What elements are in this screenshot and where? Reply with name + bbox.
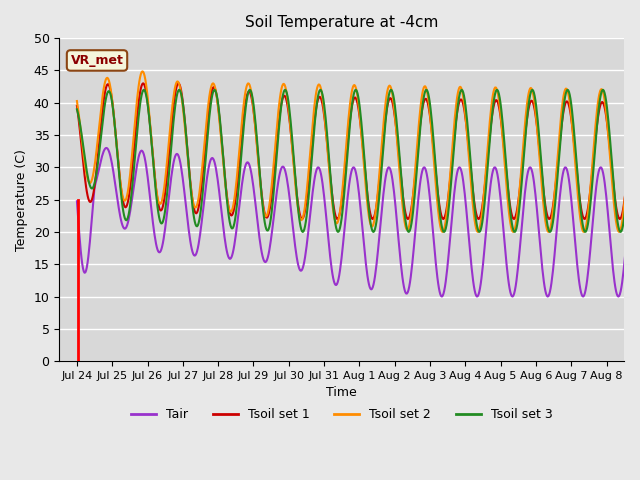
- X-axis label: Time: Time: [326, 386, 357, 399]
- Title: Soil Temperature at -4cm: Soil Temperature at -4cm: [245, 15, 438, 30]
- Legend: Tair, Tsoil set 1, Tsoil set 2, Tsoil set 3: Tair, Tsoil set 1, Tsoil set 2, Tsoil se…: [125, 403, 558, 426]
- Y-axis label: Temperature (C): Temperature (C): [15, 149, 28, 251]
- Text: VR_met: VR_met: [70, 54, 124, 67]
